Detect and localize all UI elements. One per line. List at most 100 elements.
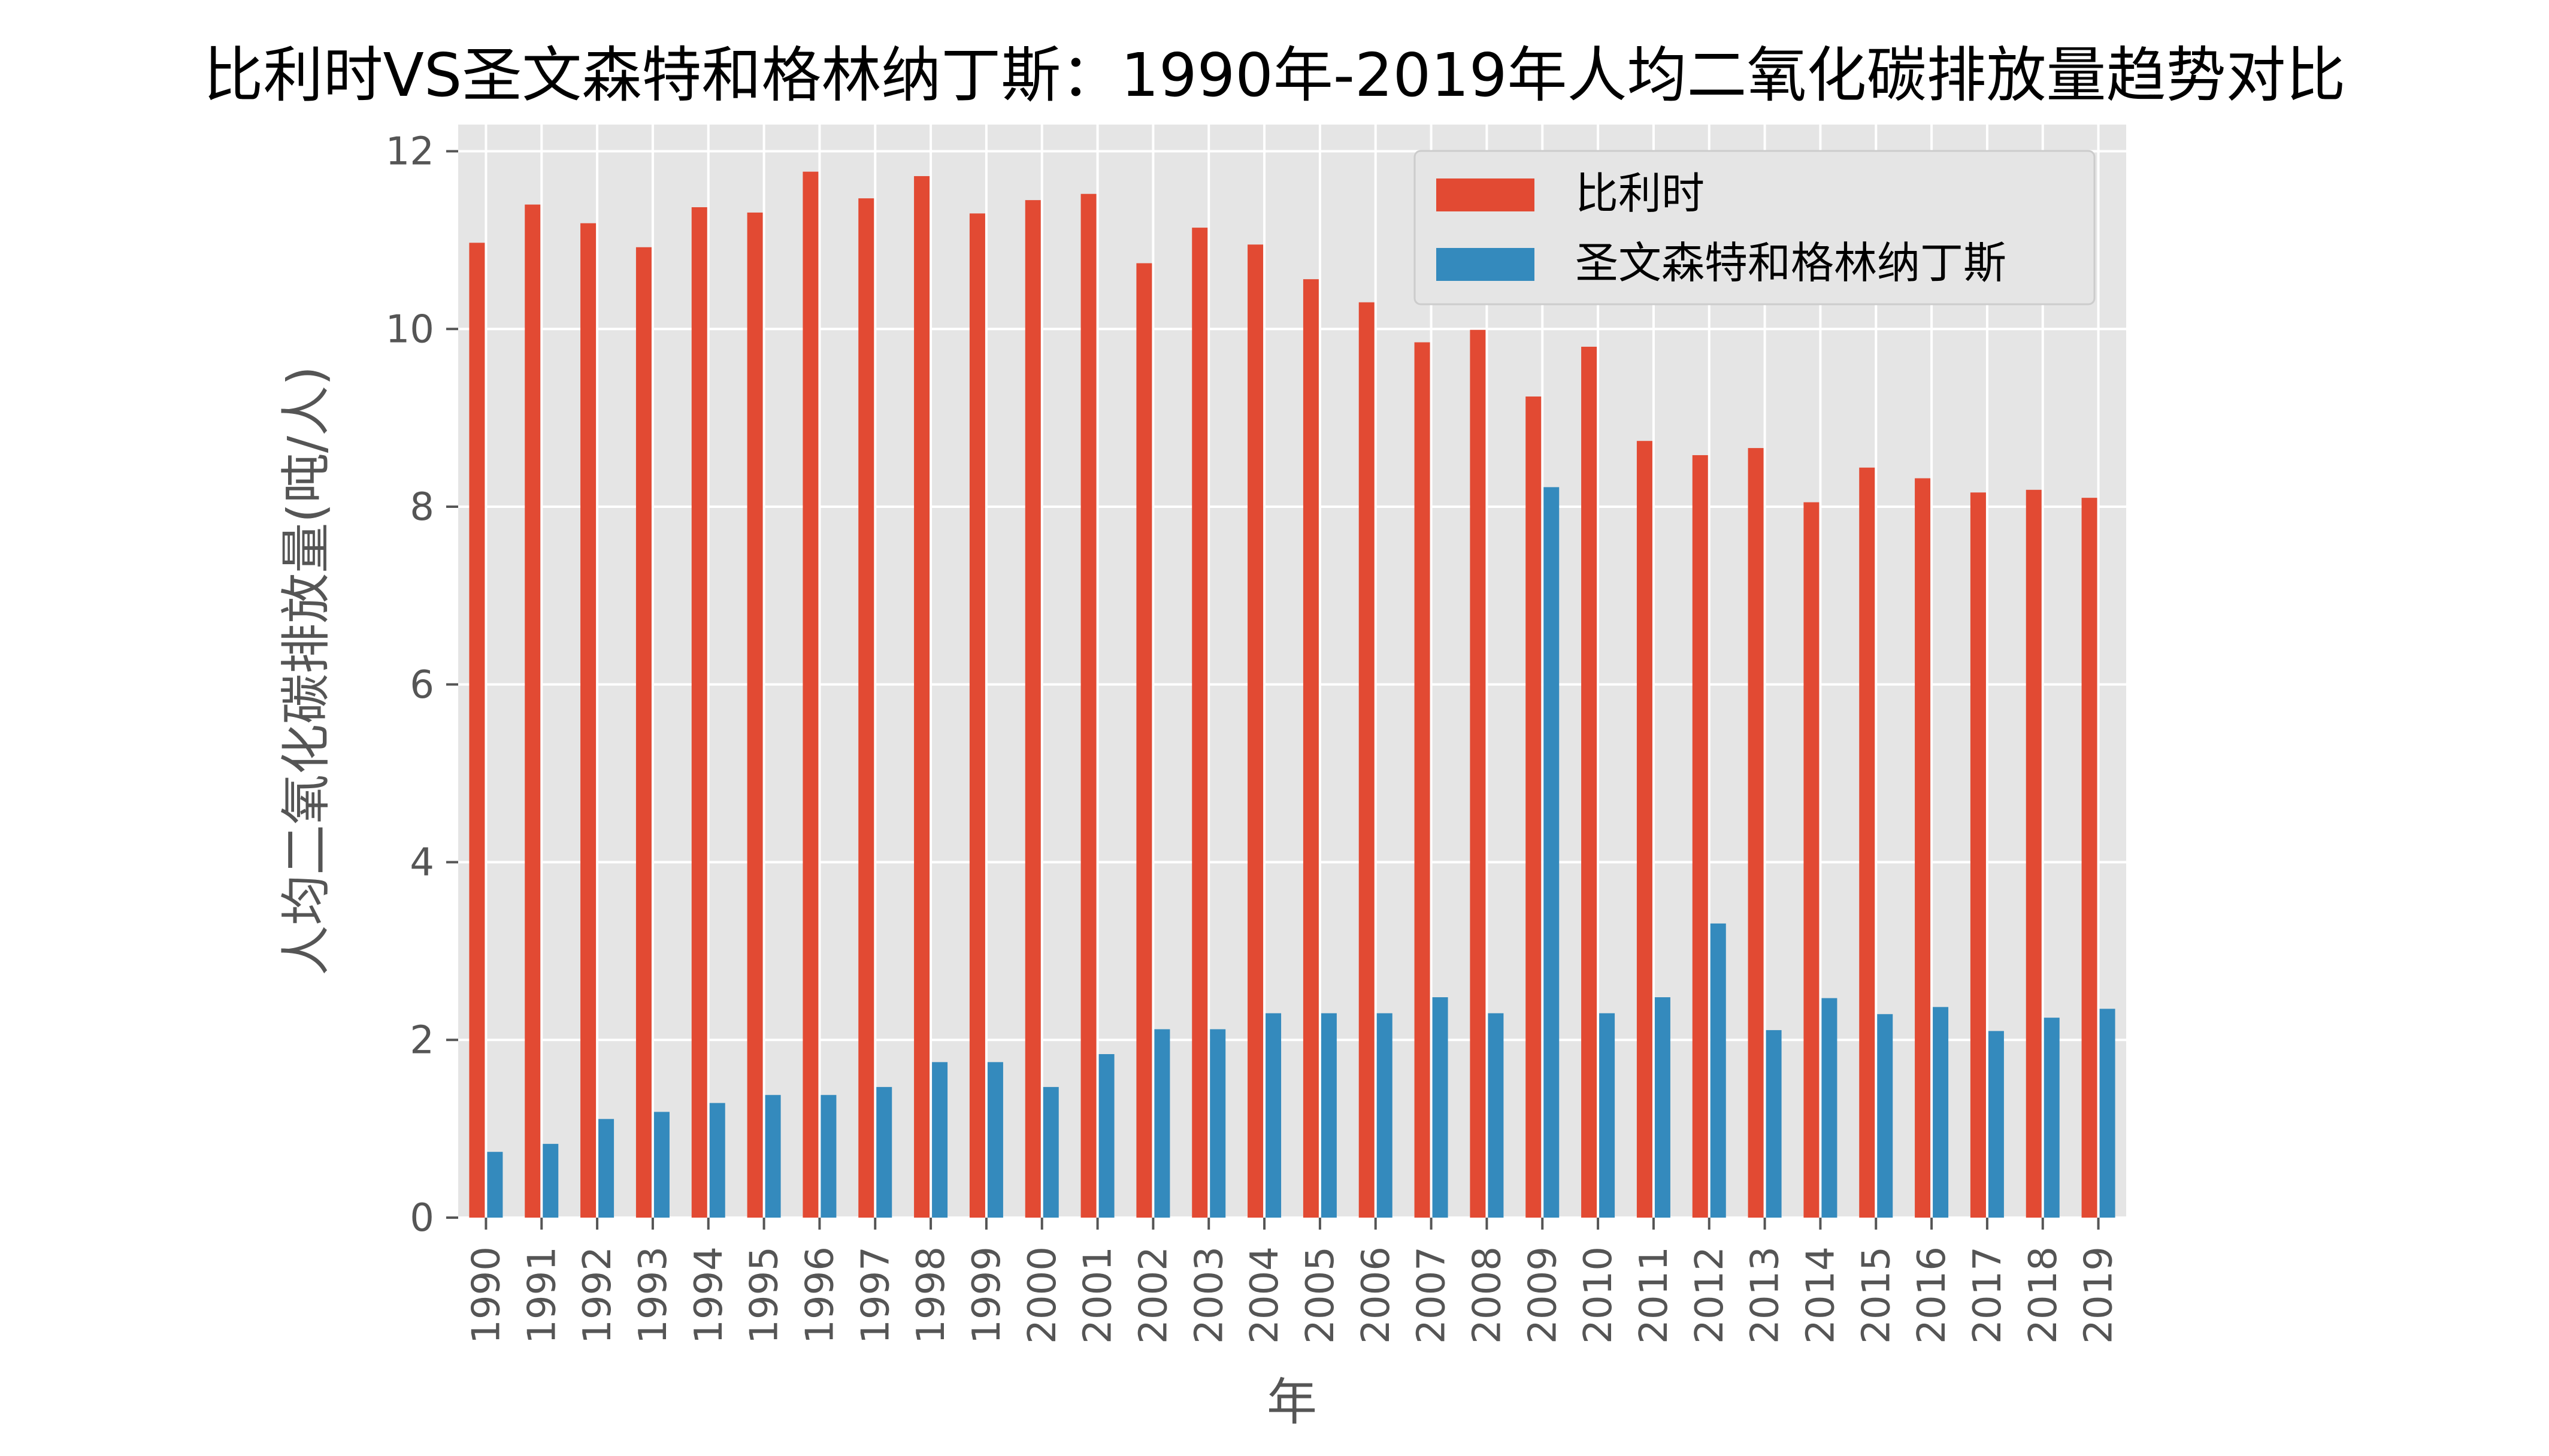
bar-svg-2016 [1933,1007,1949,1218]
bar-belgium-2013 [1748,448,1764,1218]
x-tick-label: 2013 [1743,1246,1788,1344]
x-tick-label: 2016 [1910,1246,1954,1344]
bar-belgium-2012 [1692,455,1708,1218]
x-tick-label: 1990 [464,1246,508,1344]
bar-belgium-2004 [1248,244,1264,1218]
bar-belgium-2010 [1581,346,1597,1218]
x-tick-label: 1993 [631,1246,676,1344]
bar-svg-1994 [709,1103,725,1218]
bar-belgium-1999 [969,213,985,1218]
bar-belgium-2016 [1915,478,1931,1218]
bar-svg-2013 [1766,1030,1782,1218]
x-tick-label: 1997 [853,1246,898,1344]
bar-belgium-1997 [858,198,874,1218]
bar-svg-1993 [653,1112,670,1218]
bar-svg-2005 [1321,1013,1337,1218]
x-tick-label: 2000 [1021,1246,1065,1344]
y-tick-label: 4 [410,841,434,885]
x-tick-label: 2012 [1688,1246,1732,1344]
bar-svg-1990 [487,1152,503,1218]
x-tick-label: 1994 [687,1246,731,1344]
x-tick-label: 2001 [1076,1246,1121,1344]
bar-belgium-2001 [1080,193,1097,1218]
y-tick-label: 6 [410,663,434,707]
x-tick-label: 2009 [1521,1246,1565,1344]
bar-svg-1996 [821,1095,837,1218]
x-axis-label: 年 [1267,1373,1317,1431]
x-tick-label: 1996 [798,1246,842,1344]
y-tick-label: 2 [410,1018,434,1063]
bar-belgium-1996 [803,171,819,1218]
bar-belgium-1991 [525,204,541,1218]
x-tick-label: 2018 [2021,1246,2066,1344]
bar-svg-2002 [1154,1029,1170,1218]
bar-svg-1992 [598,1119,614,1218]
bar-svg-2014 [1821,998,1837,1218]
plot-area [458,125,2126,1218]
bar-svg-2019 [2099,1009,2115,1218]
bar-svg-2012 [1710,923,1726,1218]
y-axis-label: 人均二氧化碳排放量(吨/人) [277,366,335,976]
x-tick-label: 1995 [743,1246,787,1344]
x-tick-label: 2017 [1966,1246,2010,1344]
bar-belgium-2000 [1025,200,1041,1218]
grid-lines [458,125,2126,1219]
y-tick-label: 12 [386,130,434,174]
bar-svg-1991 [543,1143,559,1218]
bar-belgium-1994 [691,207,707,1218]
y-tick-label: 8 [410,485,434,529]
bar-svg-2007 [1432,997,1448,1218]
bar-belgium-1992 [580,223,597,1218]
y-tick-label: 10 [386,307,434,352]
bar-svg-1999 [987,1062,1003,1218]
bars [469,171,2115,1218]
x-tick-label: 2015 [1854,1246,1899,1344]
bar-belgium-2005 [1303,279,1319,1218]
bar-belgium-2017 [1970,492,1986,1218]
bar-svg-2008 [1488,1013,1504,1218]
bar-svg-2015 [1877,1014,1893,1218]
y-tick-label: 0 [410,1196,434,1240]
x-tick-label: 1991 [520,1246,564,1344]
bar-belgium-1995 [747,212,763,1218]
y-axis-ticks: 0 2 4 6 8 10 12 [386,130,458,1240]
bar-belgium-2019 [2081,498,2097,1218]
legend-label-belgium: 比利时 [1575,168,1705,219]
x-axis-ticks: 1990 1991 1992 1993 1994 1995 1996 1997 1998 1999… [464,1218,2121,1344]
legend: 比利时 圣文森特和格林纳丁斯 [1413,150,2096,305]
bar-svg-2001 [1098,1054,1115,1218]
bar-svg-1997 [876,1086,892,1218]
bar-svg-1998 [932,1062,948,1218]
bar-svg-2006 [1376,1013,1392,1218]
bar-svg-2018 [2044,1018,2060,1218]
bar-belgium-2008 [1470,329,1486,1218]
bar-svg-2004 [1266,1013,1282,1218]
legend-swatch-belgium [1436,178,1534,211]
bar-belgium-2003 [1192,228,1208,1218]
bar-svg-2009 [1543,487,1560,1218]
legend-swatch-svg [1436,248,1534,281]
bar-belgium-2015 [1859,467,1875,1218]
x-tick-label: 1998 [909,1246,953,1344]
bar-svg-2017 [1988,1031,2004,1218]
bar-belgium-1993 [635,247,652,1218]
x-tick-label: 1999 [965,1246,1009,1344]
legend-label-svg: 圣文森特和格林纳丁斯 [1575,238,2006,288]
x-tick-label: 2003 [1187,1246,1231,1344]
bar-belgium-1990 [469,243,485,1218]
x-tick-label: 2007 [1410,1246,1454,1344]
x-tick-label: 2008 [1465,1246,1509,1344]
bar-belgium-2007 [1414,342,1430,1218]
legend-box [1413,150,2096,305]
bar-belgium-2002 [1136,263,1152,1218]
x-tick-label: 2004 [1243,1246,1287,1344]
x-tick-label: 2014 [1799,1246,1843,1344]
bar-svg-2000 [1043,1086,1059,1218]
x-tick-label: 2010 [1576,1246,1621,1344]
bar-belgium-2009 [1525,396,1542,1218]
bar-belgium-2014 [1803,502,1820,1218]
x-tick-label: 2005 [1298,1246,1343,1344]
bar-svg-1995 [765,1095,781,1218]
bar-belgium-1998 [914,176,930,1218]
